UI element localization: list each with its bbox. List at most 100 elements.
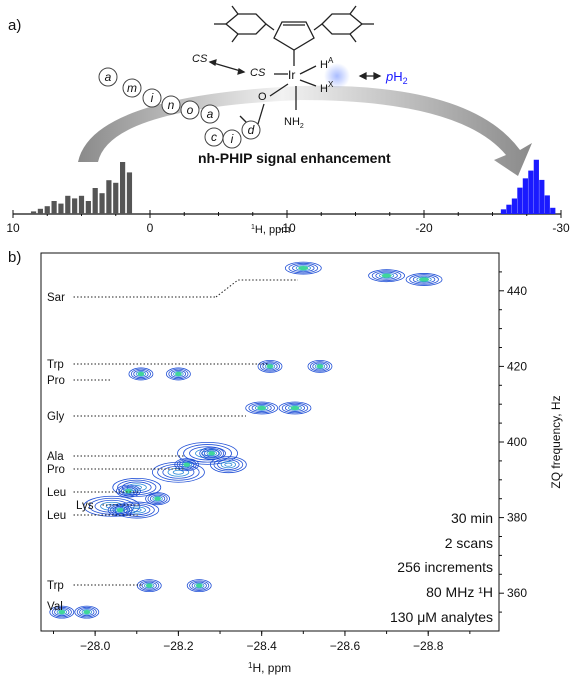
analyte-label-gly: Gly (47, 411, 65, 423)
contour-line (54, 608, 70, 617)
contour-line (168, 368, 189, 380)
analyte-label-ala: Ala (47, 451, 64, 463)
spectrum-bar (120, 162, 126, 214)
spectrum-bar (92, 188, 98, 214)
contour-line (165, 367, 191, 381)
contour-line (259, 361, 280, 372)
contour-line (172, 469, 184, 475)
peak-val (83, 610, 91, 615)
amino-acid-circle (241, 120, 261, 140)
amino-acid-circle (200, 104, 220, 124)
cs-outer-label: CS (192, 53, 208, 65)
amino-acid-letter: c (211, 130, 217, 144)
panel-a-spectrum: 10 0 -10 -20 -30 (6, 159, 570, 235)
amino-acid-letter: d (248, 123, 255, 137)
analyte-label-val: Val (47, 601, 63, 613)
contour-line (416, 276, 432, 283)
panel-a-label: a) (8, 17, 21, 34)
contour-line (206, 450, 217, 457)
panel-a-x-tick-label: 0 (147, 221, 154, 235)
contour-line (312, 362, 328, 371)
acquisition-info-line: 130 μM analytes (390, 609, 493, 625)
iridium-label: Ir (288, 68, 295, 82)
contour-line (136, 579, 162, 593)
contour-line (170, 369, 186, 378)
contour-line (167, 467, 190, 477)
contour-line (257, 359, 283, 373)
contour-line (123, 488, 134, 494)
contour-line (204, 449, 220, 458)
contour-line (213, 457, 244, 472)
contour-line (295, 265, 311, 271)
panel-a-title: nh-PHIP signal enhancement (198, 150, 391, 166)
contour-line (181, 461, 192, 468)
amine-label: NH2 (284, 116, 304, 130)
contour-line (378, 272, 395, 279)
analyte-label-pro: Pro (47, 464, 65, 476)
spectrum-bar (113, 182, 119, 214)
peak-sar (419, 277, 430, 282)
contour-line (254, 405, 269, 411)
contour-line (281, 402, 309, 414)
amino-acid-circle (222, 129, 242, 149)
amino-acid-chain: ami n o ac id (98, 67, 261, 149)
spectrum-bar (30, 211, 37, 214)
peak-lys (154, 496, 161, 501)
amino-acid-circle (180, 100, 200, 120)
analyte-label-trp: Trp (47, 359, 64, 371)
contour-line (224, 462, 233, 467)
spectrum-bar (58, 203, 64, 214)
panel-a-x-tick-label: -30 (552, 221, 570, 235)
peak-leu (125, 489, 132, 494)
contour-line (152, 495, 163, 502)
panel-b-y-tick-label: 400 (507, 435, 527, 449)
spectrum-bar (506, 204, 512, 214)
contour-line (251, 403, 272, 412)
iridium-complex-scheme (214, 5, 374, 127)
contour-line (112, 506, 128, 515)
contour-line (288, 405, 302, 411)
spectrum-bar (126, 172, 133, 214)
contour-line (209, 456, 247, 474)
contour-line (284, 403, 305, 412)
spectrum-bar (517, 187, 523, 214)
contour-line (127, 506, 146, 514)
peak-leu (116, 507, 124, 513)
hydride-x-label: HX (320, 80, 334, 95)
contour-line (173, 371, 184, 377)
spectrum-bar (99, 193, 105, 214)
contour-line (107, 503, 133, 517)
contour-line (141, 581, 157, 590)
panel-b-x-tick-label: −28.4 (246, 639, 277, 653)
contour-line (117, 479, 157, 495)
panel-b-y-tick-label: 380 (507, 511, 527, 525)
spectrum-bar (500, 209, 507, 214)
analyte-leader-line (215, 279, 298, 298)
analyte-label-pro: Pro (47, 375, 65, 387)
spectrum-bar (533, 159, 539, 214)
spectrum-bar (85, 201, 91, 214)
contour-line (128, 367, 154, 381)
ph2-label: pH2 (385, 69, 408, 86)
spectrum-bar (522, 178, 528, 214)
panel-b-acquisition-info: 30 min 2 scans 256 increments 80 MHz ¹H 130 … (390, 510, 493, 625)
contour-line (162, 465, 195, 479)
contour-line (262, 362, 278, 371)
contour-line (149, 494, 166, 503)
contour-line (139, 580, 160, 591)
contour-line (56, 609, 68, 615)
amino-acid-circle (161, 95, 181, 115)
peak-trp (266, 364, 274, 369)
spectrum-bar (106, 180, 112, 214)
analyte-label-trp: Trp (47, 580, 64, 592)
contour-line (189, 580, 210, 591)
spectrum-bar (37, 208, 43, 214)
contour-line (278, 401, 312, 415)
contour-line (145, 492, 170, 506)
contour-line (248, 402, 275, 414)
cs-inner-label: CS (250, 67, 266, 79)
contour-line (174, 458, 200, 472)
spectrum-bar (72, 198, 78, 214)
peak-gly (290, 405, 300, 411)
contour-line (83, 495, 141, 517)
